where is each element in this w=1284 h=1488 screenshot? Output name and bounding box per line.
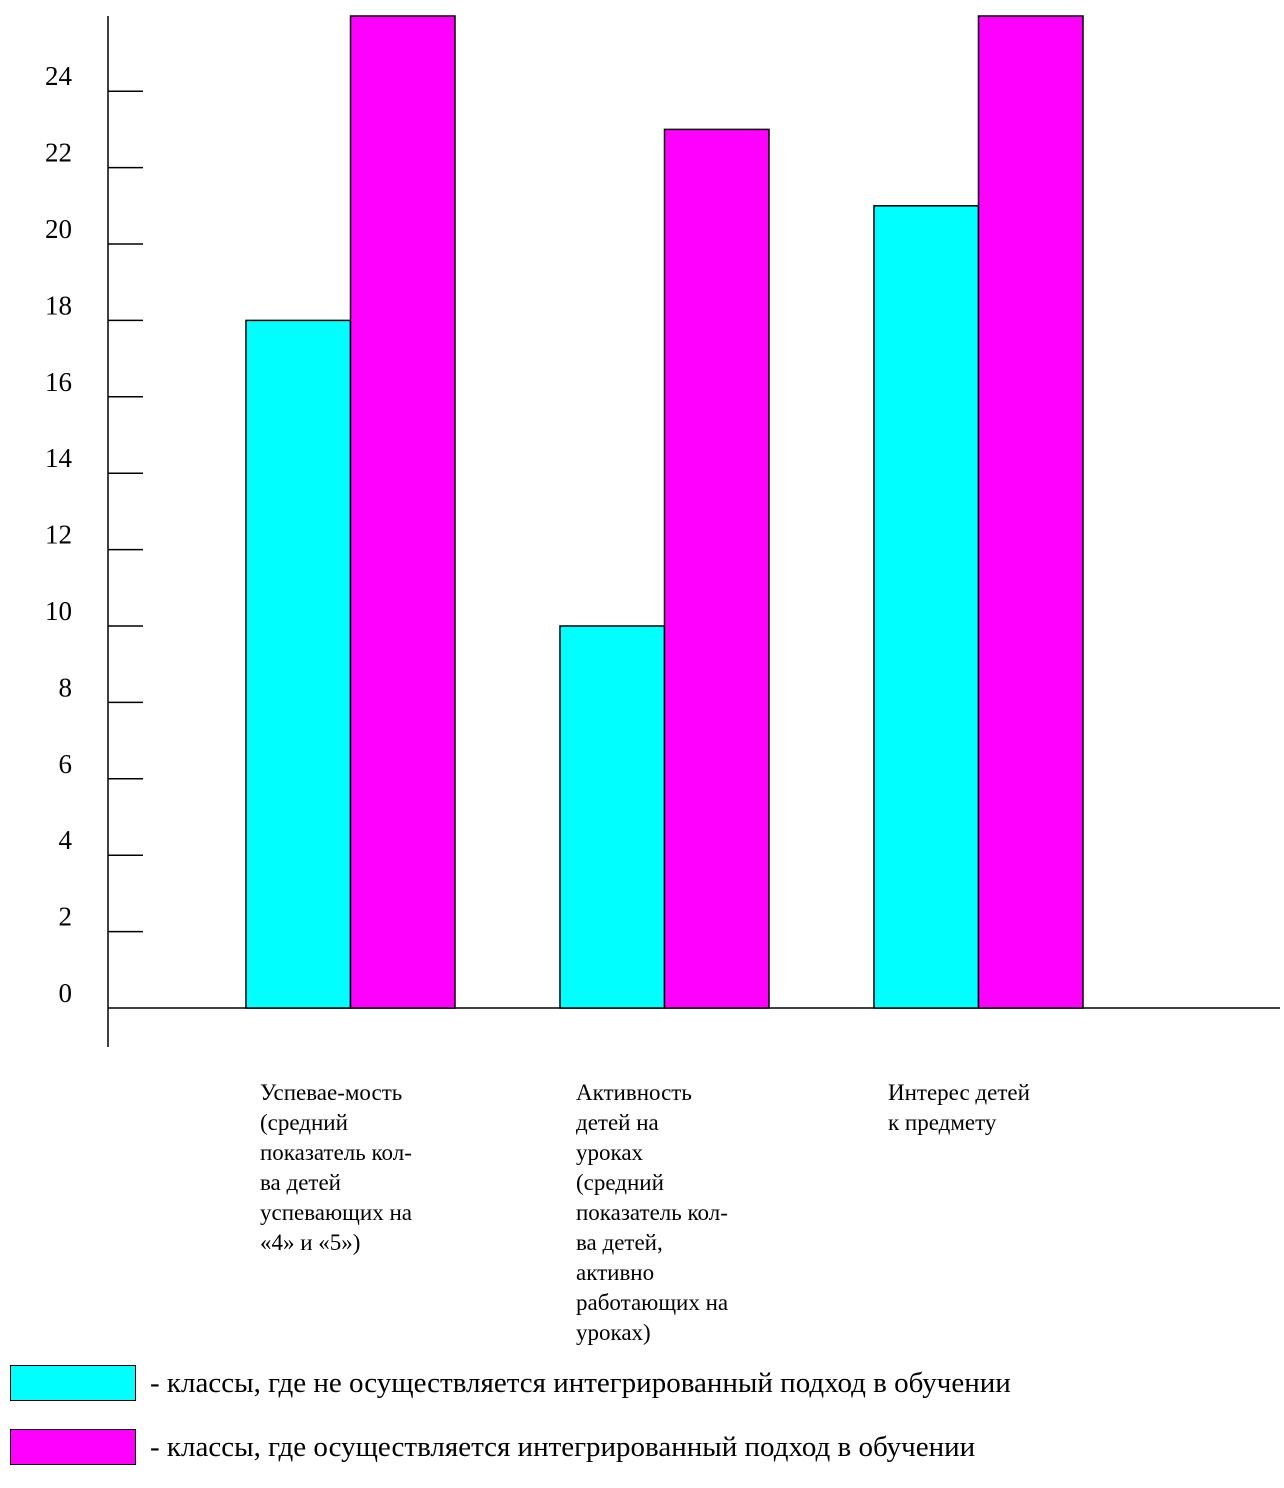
bar-integration-1: [349, 15, 456, 1009]
category-label-1: Успевае-мость (средний показатель кол- в…: [260, 1080, 412, 1255]
bar-no-integration-2: [559, 625, 666, 1009]
y-tick-label: 0: [59, 978, 73, 1008]
bar-no-integration-3: [873, 205, 980, 1009]
legend-label-no-integration: - классы, где не осуществляется интегрир…: [150, 1366, 1011, 1399]
y-tick-label: 24: [45, 61, 73, 91]
y-tick-label: 8: [59, 672, 73, 702]
y-tick-label: 14: [45, 443, 73, 473]
category-label-3: Интерес детей к предмету: [888, 1080, 1030, 1135]
legend-item-integration: - классы, где осуществляется интегрирова…: [10, 1429, 975, 1465]
category-label-2: Активность детей на уроках (средний пока…: [576, 1080, 729, 1345]
y-tick-label: 20: [45, 214, 72, 244]
bar-integration-3: [977, 15, 1084, 1009]
y-tick-label: 6: [59, 749, 73, 779]
y-tick-label: 12: [45, 520, 72, 550]
y-tick-label: 16: [45, 367, 72, 397]
bar-no-integration-1: [245, 319, 352, 1009]
legend-swatch-cyan: [10, 1365, 136, 1401]
legend-label-integration: - классы, где осуществляется интегрирова…: [150, 1430, 976, 1463]
y-tick-label: 18: [45, 290, 72, 320]
bar-integration-2: [663, 128, 770, 1009]
legend-swatch-magenta: [10, 1429, 136, 1465]
y-tick-label: 22: [45, 138, 72, 168]
legend-item-no-integration: - классы, где не осуществляется интегрир…: [10, 1365, 1011, 1401]
y-tick-label: 2: [59, 902, 73, 932]
y-tick-label: 4: [59, 825, 73, 855]
y-tick-label: 10: [45, 596, 72, 626]
